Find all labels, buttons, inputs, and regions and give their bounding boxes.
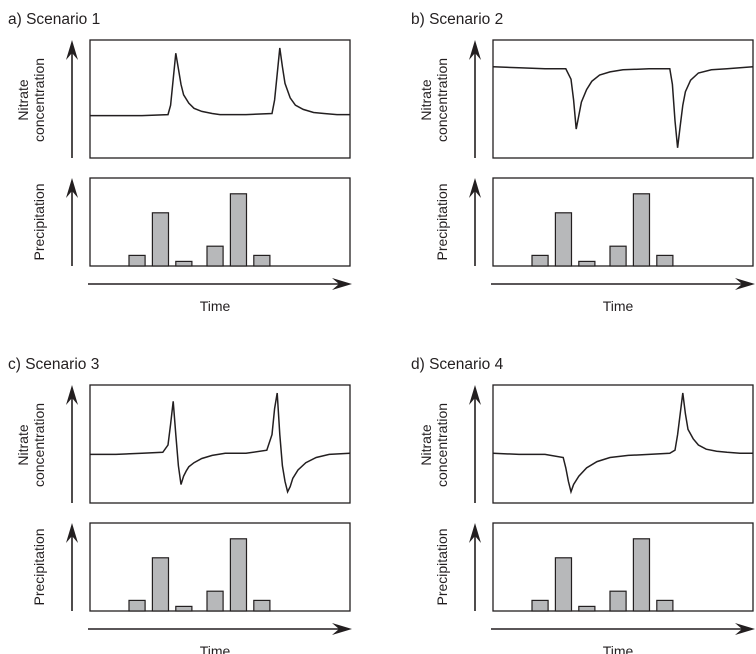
precipitation-bar-d-6 — [656, 599, 674, 612]
nitrate-axis-label-line-1: Nitrate — [418, 424, 434, 465]
panel-scenario-3: c) Scenario 3 Nitrateconcentration Precipi… — [8, 356, 352, 654]
time-axis-label-b: Time — [603, 298, 634, 314]
precipitation-bar-c-4 — [206, 590, 224, 612]
precipitation-bar-c-3 — [175, 605, 193, 612]
precipitation-bar-a-3 — [175, 260, 193, 267]
precipitation-bar-a-4 — [206, 245, 224, 267]
nitrate-y-arrowhead-d — [469, 385, 481, 405]
nitrate-axis-label-line-1: Nitrate — [418, 79, 434, 120]
precipitation-y-arrowhead-b — [469, 178, 481, 198]
time-axis-arrowhead-c — [332, 623, 352, 635]
precipitation-bar-b-3 — [578, 260, 596, 267]
nitrate-plot-frame-c — [89, 384, 351, 504]
precipitation-bar-b-4 — [609, 245, 627, 267]
precipitation-bar-c-6 — [253, 599, 271, 612]
nitrate-y-arrowhead-a — [66, 40, 78, 60]
nitrate-axis-label-line-2: concentration — [31, 58, 47, 142]
nitrate-axis-label-line-1: Nitrate — [15, 424, 31, 465]
precipitation-bar-a-2 — [151, 212, 170, 267]
nitrate-y-arrowhead-c — [66, 385, 78, 405]
nitrate-axis-label-a: Nitrateconcentration — [15, 58, 47, 142]
precipitation-bar-c-2 — [151, 557, 170, 612]
panel-scenario-1: a) Scenario 1 Nitrateconcentration Precipi… — [8, 11, 352, 314]
precipitation-bar-c-1 — [128, 599, 146, 612]
nitrate-plot-frame-a — [89, 39, 351, 159]
nitrate-series-line-a — [90, 47, 350, 117]
panel-title-c: c) Scenario 3 — [8, 356, 99, 373]
time-axis-label-c: Time — [200, 643, 231, 654]
precipitation-y-arrowhead-d — [469, 523, 481, 543]
nitrate-axis-label-line-2: concentration — [31, 403, 47, 487]
precipitation-bar-d-3 — [578, 605, 596, 612]
precipitation-bar-d-5 — [632, 538, 651, 612]
panel-title-b: b) Scenario 2 — [411, 11, 503, 28]
time-axis-arrowhead-a — [332, 278, 352, 290]
precipitation-axis-label-b: Precipitation — [434, 183, 450, 260]
nitrate-series-line-b — [492, 65, 754, 148]
precipitation-bar-b-2 — [554, 212, 573, 267]
nitrate-axis-label-d: Nitrateconcentration — [418, 403, 450, 487]
precipitation-y-arrowhead-c — [66, 523, 78, 543]
panel-scenario-2: b) Scenario 2 Nitrateconcentration Precipi… — [411, 11, 755, 314]
nitrate-axis-label-c: Nitrateconcentration — [15, 403, 47, 487]
panel-title-d: d) Scenario 4 — [411, 356, 504, 373]
time-axis-arrowhead-b — [735, 278, 755, 290]
precipitation-bar-d-1 — [531, 599, 549, 612]
nitrate-axis-label-line-2: concentration — [434, 58, 450, 142]
nitrate-series-line-c — [90, 392, 351, 494]
precipitation-bar-d-4 — [609, 590, 627, 612]
precipitation-bar-b-1 — [531, 254, 549, 267]
nitrate-plot-frame-d — [492, 384, 754, 504]
nitrate-y-arrowhead-b — [469, 40, 481, 60]
precipitation-bar-b-5 — [632, 193, 651, 267]
panel-scenario-4: d) Scenario 4 Nitrateconcentration Precipi… — [411, 356, 755, 654]
nitrate-plot-frame-b — [492, 39, 754, 159]
precipitation-bar-c-5 — [229, 538, 248, 612]
precipitation-bar-a-5 — [229, 193, 248, 267]
nitrate-axis-label-line-2: concentration — [434, 403, 450, 487]
precipitation-bar-a-6 — [253, 254, 271, 267]
time-axis-label-d: Time — [603, 643, 634, 654]
nitrate-axis-label-b: Nitrateconcentration — [418, 58, 450, 142]
precipitation-axis-label-d: Precipitation — [434, 528, 450, 605]
precipitation-axis-label-c: Precipitation — [31, 528, 47, 605]
precipitation-bar-a-1 — [128, 254, 146, 267]
precipitation-bar-b-6 — [656, 254, 674, 267]
nitrate-series-line-d — [492, 392, 753, 495]
nitrate-axis-label-line-1: Nitrate — [15, 79, 31, 120]
precipitation-y-arrowhead-a — [66, 178, 78, 198]
panel-title-a: a) Scenario 1 — [8, 11, 100, 28]
precipitation-bar-d-2 — [554, 557, 573, 612]
time-axis-label-a: Time — [200, 298, 231, 314]
precipitation-axis-label-a: Precipitation — [31, 183, 47, 260]
time-axis-arrowhead-d — [735, 623, 755, 635]
